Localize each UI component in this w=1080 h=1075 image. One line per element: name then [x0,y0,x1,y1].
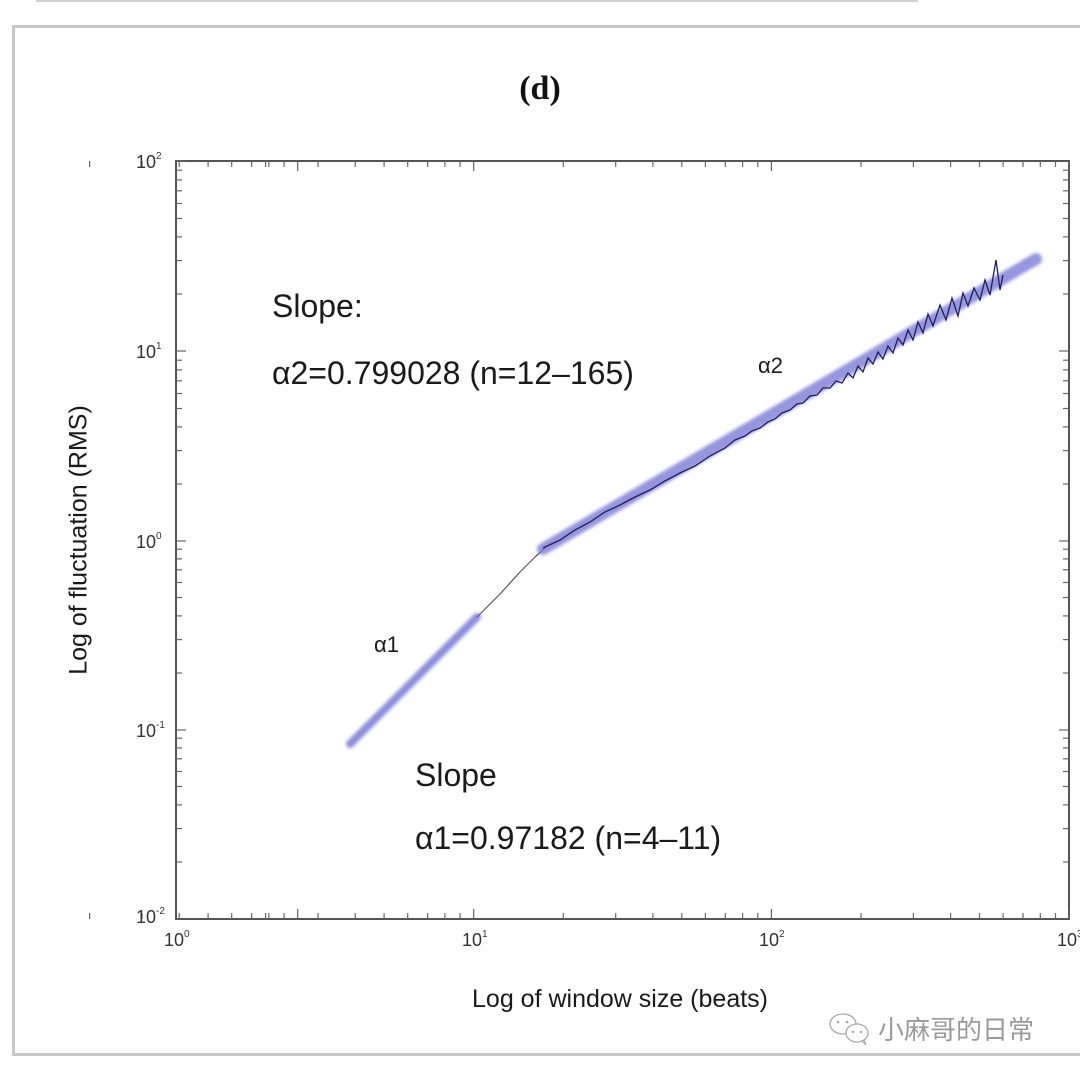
upper-slope-heading: Slope: [272,288,363,324]
x-axis-label: Log of window size (beats) [472,985,768,1013]
watermark-text: 小麻哥的日常 [878,1015,1035,1045]
xtick-label: 102 [759,929,785,950]
x-ticks [88,160,1070,920]
ytick-label: 102 [136,151,162,172]
alpha2-label: α2 [758,353,783,378]
ytick-label: 10-2 [136,906,165,927]
ytick-label: 100 [136,531,162,552]
watermark: 小麻哥的日常 [828,1010,1034,1047]
alpha1-label: α1 [374,632,399,657]
alpha1-fit-line [346,613,481,748]
alpha2-fit-line [537,253,1042,555]
figure-frame [12,25,1080,1056]
ytick-label: 101 [136,341,162,362]
xtick-label: 101 [462,929,488,950]
xtick-label: 103 [1057,929,1080,950]
y-ticks-left [175,160,186,863]
ytick-label: 10-1 [136,720,165,741]
axes-box [175,160,1070,920]
top-divider [36,0,918,2]
noisy-data-line [542,259,1004,549]
y-axis-label: Log of fluctuation (RMS) [64,405,93,675]
upper-slope-value: α2=0.799028 (n=12–165) [272,355,634,391]
y-ticks-right [1059,169,1070,863]
xtick-label: 100 [164,929,190,950]
wechat-icon [829,1012,869,1045]
lower-slope-heading: Slope [415,757,497,793]
transition-data-line [476,547,546,618]
lower-slope-value: α1=0.97182 (n=4–11) [415,820,722,856]
panel-label: (d) [519,70,561,107]
